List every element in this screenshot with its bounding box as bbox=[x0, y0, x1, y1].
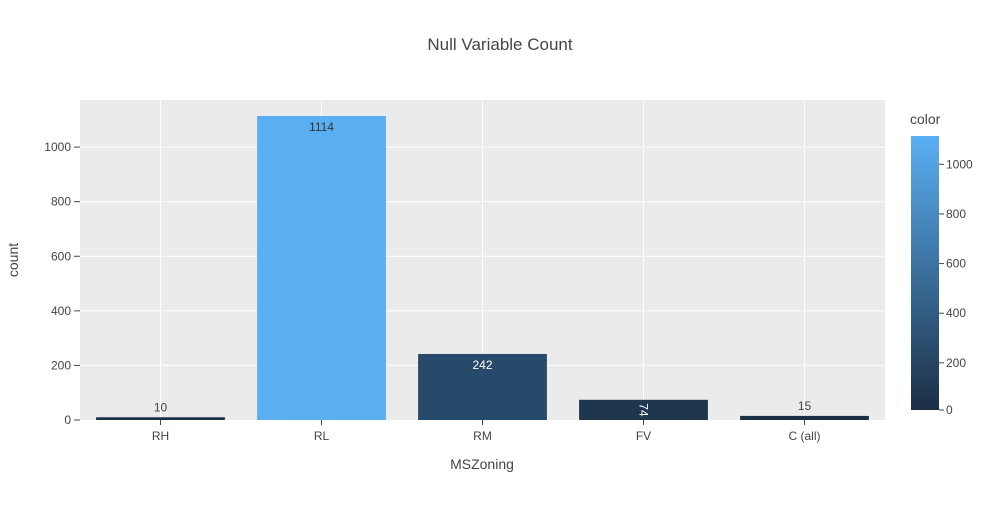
x-tick-label: C (all) bbox=[789, 429, 821, 443]
colorbar-tick-label: 1000 bbox=[946, 157, 973, 171]
colorbar-tick-label: 800 bbox=[946, 207, 966, 221]
colorbar-gradient bbox=[911, 136, 939, 410]
data-label: 74 bbox=[637, 403, 651, 417]
x-axis-ticks: RH RL RM FV C (all) bbox=[152, 420, 821, 443]
colorbar-tick-label: 0 bbox=[946, 403, 953, 417]
bar-fv bbox=[579, 399, 708, 420]
data-label: 242 bbox=[472, 358, 492, 372]
data-label: 1114 bbox=[309, 120, 334, 134]
y-tick-label: 0 bbox=[64, 413, 71, 427]
bar-rl bbox=[257, 115, 386, 420]
y-tick-label: 1000 bbox=[44, 140, 71, 154]
x-tick-label: RM bbox=[473, 429, 492, 443]
colorbar-title: color bbox=[910, 111, 941, 127]
chart-title: Null Variable Count bbox=[427, 35, 572, 54]
y-tick-label: 400 bbox=[51, 304, 71, 318]
data-label: 10 bbox=[154, 400, 168, 414]
x-axis-label: MSZoning bbox=[450, 456, 514, 472]
y-axis-ticks: 0 200 400 600 800 1000 bbox=[44, 140, 80, 427]
colorbar: color 0 200 400 600 800 1000 bbox=[910, 111, 973, 417]
bar-rm bbox=[418, 353, 547, 420]
colorbar-tick-label: 200 bbox=[946, 356, 966, 370]
y-axis-label: count bbox=[5, 243, 21, 277]
bar-c-all bbox=[740, 415, 869, 420]
y-tick-label: 600 bbox=[51, 249, 71, 263]
colorbar-tick-label: 400 bbox=[946, 306, 966, 320]
bar-rh bbox=[96, 417, 225, 420]
colorbar-ticks: 0 200 400 600 800 1000 bbox=[939, 157, 973, 417]
y-tick-label: 800 bbox=[51, 195, 71, 209]
y-tick-label: 200 bbox=[51, 358, 71, 372]
colorbar-tick-label: 600 bbox=[946, 257, 966, 271]
x-tick-label: FV bbox=[636, 429, 651, 443]
bars: 10 1114 242 74 15 bbox=[96, 115, 869, 420]
x-tick-label: RH bbox=[152, 429, 169, 443]
data-label: 15 bbox=[798, 399, 812, 413]
x-tick-label: RL bbox=[314, 429, 330, 443]
